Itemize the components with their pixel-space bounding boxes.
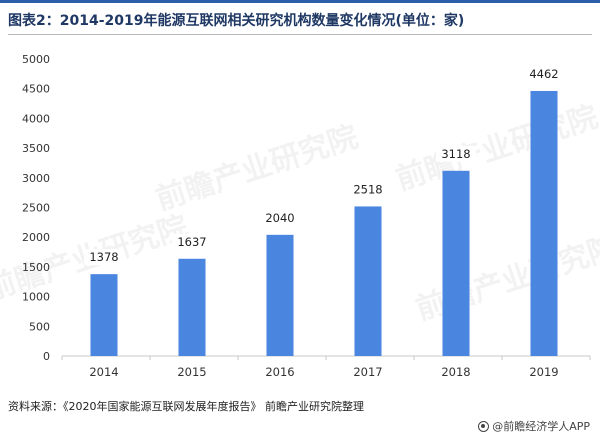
data-label-bg [436, 145, 476, 162]
y-tick-label: 0 [43, 350, 50, 363]
y-tick-label: 2500 [22, 202, 50, 215]
data-label-bg [260, 209, 300, 226]
bar-2017 [354, 206, 382, 356]
brand-mark: @前瞻经济学人APP [478, 418, 590, 434]
title-divider [8, 34, 592, 35]
source-note: 资料来源：《2020年国家能源互联网发展年度报告》 前瞻产业研究院整理 [8, 400, 364, 413]
data-label-bg [348, 181, 388, 198]
chart-title: 图表2：2014-2019年能源互联网相关研究机构数量变化情况(单位：家) [8, 13, 465, 29]
bar-2019 [530, 90, 558, 356]
y-tick-label: 3500 [22, 142, 50, 155]
y-tick-label: 500 [29, 320, 50, 333]
bar-2015 [178, 258, 206, 356]
x-tick-label-2014: 2014 [89, 365, 118, 379]
x-tick-label-2017: 2017 [353, 365, 382, 379]
watermark-text: 前瞻产业研究院 [392, 99, 600, 197]
x-tick-label-2015: 2015 [177, 365, 206, 379]
data-label-2015: 1637 [177, 235, 206, 249]
y-tick-label: 5000 [22, 53, 50, 66]
data-label-2017: 2518 [353, 182, 382, 196]
data-label-bg [172, 233, 212, 250]
bar-2016 [266, 234, 294, 356]
top-rule [0, 0, 600, 3]
bar-2014 [90, 274, 118, 356]
brand-text: @前瞻经济学人APP [492, 420, 590, 433]
data-label-2019: 4462 [529, 67, 558, 81]
y-tick-label: 3000 [22, 172, 50, 185]
bar-2018 [442, 170, 470, 356]
x-tick-label-2018: 2018 [441, 365, 470, 379]
y-tick-label: 4000 [22, 112, 50, 125]
data-label-bg [524, 65, 564, 82]
watermark-text: 前瞻产业研究院 [412, 229, 600, 327]
y-tick-label: 1000 [22, 291, 50, 304]
bar-chart: 前瞻产业研究院 前瞻产业研究院前瞻产业研究院前瞻产业研究院050010001500… [0, 53, 600, 379]
data-label-bg [84, 249, 124, 266]
x-tick-label-2016: 2016 [265, 365, 294, 379]
data-label-2016: 2040 [265, 211, 294, 225]
chart-area: 前瞻产业研究院 前瞻产业研究院 前瞻产业研究院 前瞻产业研究院 0 500 1000 1500… [0, 40, 600, 390]
brand-logo-icon [478, 420, 490, 432]
y-tick-label: 4500 [22, 83, 50, 96]
x-tick-label-2019: 2019 [529, 365, 558, 379]
y-tick-label: 1500 [22, 261, 50, 274]
data-label-2018: 3118 [441, 147, 470, 161]
watermark-text: 前瞻产业研究院 [152, 119, 363, 217]
y-tick-label: 2000 [22, 231, 50, 244]
data-label-2014: 1378 [89, 250, 118, 264]
